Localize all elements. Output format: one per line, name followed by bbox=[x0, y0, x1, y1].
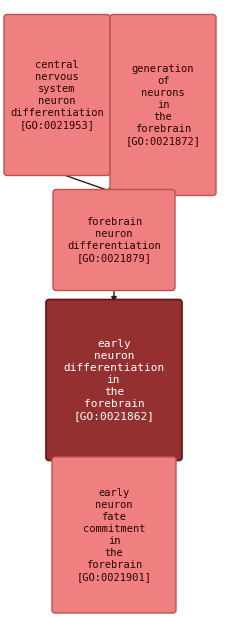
FancyBboxPatch shape bbox=[52, 457, 175, 613]
Text: generation
of
neurons
in
the
forebrain
[GO:0021872]: generation of neurons in the forebrain [… bbox=[125, 64, 200, 146]
FancyBboxPatch shape bbox=[109, 14, 215, 195]
Text: central
nervous
system
neuron
differentiation
[GO:0021953]: central nervous system neuron differenti… bbox=[10, 60, 104, 130]
Text: forebrain
neuron
differentiation
[GO:0021879]: forebrain neuron differentiation [GO:002… bbox=[67, 217, 160, 263]
Text: early
neuron
fate
commitment
in
the
forebrain
[GO:0021901]: early neuron fate commitment in the fore… bbox=[76, 488, 151, 582]
FancyBboxPatch shape bbox=[4, 14, 109, 175]
Text: early
neuron
differentiation
in
the
forebrain
[GO:0021862]: early neuron differentiation in the fore… bbox=[63, 339, 164, 421]
FancyBboxPatch shape bbox=[46, 299, 181, 461]
FancyBboxPatch shape bbox=[53, 190, 174, 291]
